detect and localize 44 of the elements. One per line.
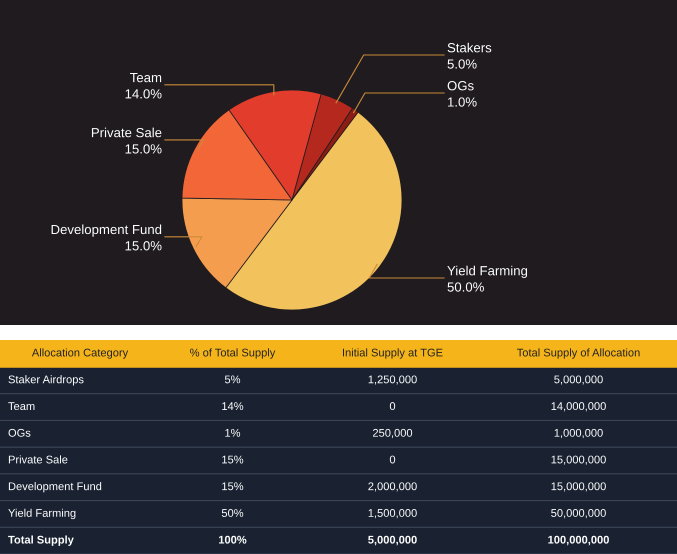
text: 2,000,000 bbox=[368, 482, 417, 492]
text: 15,000,000 bbox=[552, 482, 606, 492]
text: Total Supply bbox=[8, 535, 74, 546]
data-label: 50.0% bbox=[448, 282, 484, 292]
text: 5,000,000 bbox=[368, 536, 417, 546]
text: OGs bbox=[8, 428, 30, 437]
text: 50,000,000 bbox=[551, 509, 606, 518]
slice-label: Team bbox=[130, 73, 162, 82]
slice-label: Private Sale bbox=[92, 128, 162, 138]
text: 250,000 bbox=[372, 428, 412, 438]
text: 15% bbox=[222, 482, 244, 490]
text: 14% bbox=[222, 402, 244, 410]
text: 5% bbox=[224, 376, 240, 384]
text: 50% bbox=[222, 509, 244, 517]
text: 0 bbox=[390, 402, 396, 410]
text: 0 bbox=[390, 456, 396, 464]
text: Yield Farming bbox=[8, 508, 76, 520]
category-label: Total Supply of Allocation bbox=[516, 348, 640, 359]
category-label: Allocation Category bbox=[32, 348, 128, 359]
text: Team bbox=[8, 402, 34, 410]
text: 15,000,000 bbox=[552, 456, 606, 465]
text: 14,000,000 bbox=[552, 402, 606, 412]
category-label: Initial Supply at TGE bbox=[342, 348, 443, 359]
text: Development Fund bbox=[8, 482, 102, 492]
text: 1% bbox=[225, 428, 240, 437]
category-label: % of Total Supply bbox=[190, 348, 276, 359]
data-label: 15.0% bbox=[126, 144, 162, 154]
data-label: 5.0% bbox=[448, 59, 477, 69]
text: 100% bbox=[218, 536, 246, 544]
slice-label: Development Fund bbox=[52, 224, 162, 237]
data-label: 14.0% bbox=[126, 89, 162, 99]
text: 100,000,000 bbox=[548, 536, 609, 546]
text: 5,000,000 bbox=[554, 375, 603, 385]
text: 1,000,000 bbox=[554, 428, 603, 438]
data-label: 1.0% bbox=[448, 97, 477, 107]
text: 1,250,000 bbox=[368, 375, 417, 385]
slice-label: Stakers bbox=[448, 42, 492, 52]
slice-label: OGs bbox=[448, 81, 474, 90]
text: 15% bbox=[222, 456, 244, 464]
text: 1,500,000 bbox=[368, 509, 417, 518]
data-label: 15.0% bbox=[126, 241, 162, 250]
text: Private Sale bbox=[8, 455, 68, 464]
text: Staker Airdrops bbox=[8, 375, 84, 386]
slice-label: Yield Farming bbox=[447, 266, 528, 278]
